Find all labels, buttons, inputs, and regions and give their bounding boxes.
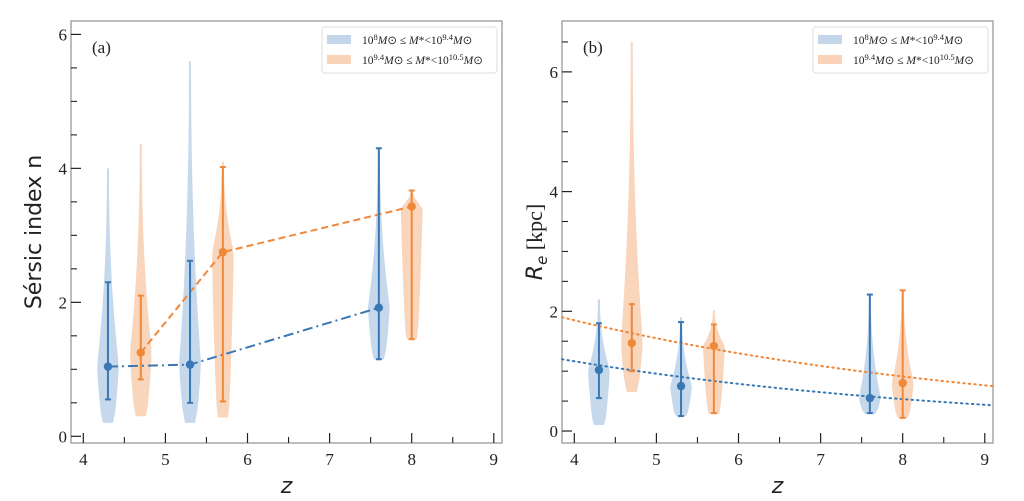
median-point-orange-8 [407, 202, 416, 211]
median-point-blue-4.3 [594, 365, 604, 375]
panel-b-effective-radius: 4 5 6 7 8 9 0 2 4 6 z Re [kpc] (b) 108M⊙ ≤ M*<109.4M⊙… [522, 20, 994, 499]
x-axis-label: z [280, 474, 293, 499]
plot-frame [70, 20, 503, 444]
median-point-blue-7.6 [865, 393, 875, 403]
x-tick-label: 7 [816, 450, 825, 469]
median-point-orange-4.7 [627, 338, 636, 348]
y-tick-label: 0 [59, 427, 68, 446]
x-tick-label: 9 [981, 450, 990, 469]
y-tick-label: 6 [59, 25, 68, 44]
y-tick-label: 4 [59, 159, 68, 178]
median-point-blue-7.6 [374, 303, 384, 312]
legend-swatch-blue [818, 35, 842, 44]
x-tick-label: 5 [161, 450, 170, 469]
median-point-blue-4.3 [103, 362, 113, 371]
median-point-orange-5.7 [709, 341, 719, 351]
legend-box [321, 26, 498, 74]
panel-label: (b) [583, 38, 603, 57]
legend-entry-low-mass: 108M⊙ ≤ M*<109.4M⊙ [362, 32, 472, 47]
panel-a-sersic-index: 4 5 6 7 8 9 0 2 4 6 z Sérsic index n (a) 108M⊙ ≤ M*<1… [22, 20, 503, 499]
median-point-orange-8 [898, 378, 907, 388]
legend-box [812, 26, 989, 74]
y-tick-label: 2 [59, 293, 68, 312]
violin-blue-5.3 [179, 61, 201, 423]
x-tick-label: 7 [325, 450, 334, 469]
median-point-orange-4.7 [136, 348, 145, 357]
legend-swatch-blue [327, 35, 351, 44]
y-tick-label: 6 [550, 63, 559, 82]
violin-orange-4.7 [621, 41, 643, 393]
y-tick-label: 2 [550, 302, 559, 321]
x-tick-label: 4 [79, 450, 88, 469]
y-tick-label: 4 [550, 183, 559, 202]
x-tick-label: 8 [898, 450, 907, 469]
y-tick-label: 0 [550, 422, 559, 441]
x-tick-label: 6 [243, 450, 252, 469]
x-tick-label: 6 [734, 450, 743, 469]
x-tick-label: 5 [652, 450, 661, 469]
median-point-orange-5.7 [218, 247, 228, 257]
legend-entry-low-mass: 108M⊙ ≤ M*<109.4M⊙ [853, 32, 963, 47]
median-point-blue-5.3 [676, 381, 686, 391]
fit-curve-orange [561, 316, 994, 388]
panel-label: (a) [92, 38, 111, 57]
plot-frame [561, 20, 994, 444]
legend-swatch-orange [818, 55, 842, 64]
x-tick-label: 9 [490, 450, 499, 469]
legend-swatch-orange [327, 55, 351, 64]
trend-line-orange [140, 205, 412, 354]
y-axis-label: Sérsic index n [22, 155, 47, 309]
violin-orange-4.7 [130, 143, 152, 417]
x-tick-label: 8 [407, 450, 416, 469]
legend-entry-high-mass: 109.4M⊙ ≤ M*<1010.5M⊙ [362, 52, 483, 67]
x-tick-label: 4 [570, 450, 579, 469]
median-point-blue-5.3 [185, 360, 195, 369]
x-axis-label: z [771, 474, 784, 499]
legend-entry-high-mass: 109.4M⊙ ≤ M*<1010.5M⊙ [853, 52, 974, 67]
y-axis-label: Re [kpc] [522, 204, 551, 280]
